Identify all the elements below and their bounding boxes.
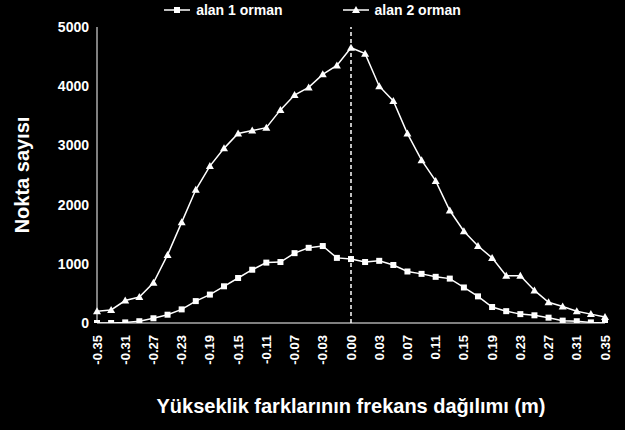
svg-text:0.31: 0.31	[569, 335, 584, 360]
html-text:alan 2 orman: alan 2 orman	[374, 2, 461, 18]
svg-text:-0.35: -0.35	[90, 335, 105, 365]
svg-text:0: 0	[81, 315, 89, 331]
svg-text:-0.19: -0.19	[202, 335, 217, 365]
svg-text:0.00: 0.00	[344, 335, 359, 360]
svg-text:-0.11: -0.11	[259, 335, 274, 364]
svg-text:-0.07: -0.07	[287, 335, 302, 365]
svg-text:-0.27: -0.27	[146, 335, 161, 365]
html-text:Nokta sayısı: Nokta sayısı	[10, 116, 33, 234]
svg-text:0.19: 0.19	[485, 335, 500, 360]
svg-text:-0.23: -0.23	[174, 335, 189, 365]
svg-text:0.27: 0.27	[541, 335, 556, 360]
svg-text:0.35: 0.35	[598, 335, 613, 360]
svg-text:-0.31: -0.31	[118, 335, 133, 365]
svg-text:0.07: 0.07	[400, 335, 415, 360]
svg-text:1000: 1000	[58, 256, 89, 272]
svg-text:0.15: 0.15	[456, 335, 471, 360]
svg-text:5000: 5000	[58, 19, 89, 35]
svg-text:2000: 2000	[58, 197, 89, 213]
svg-text:4000: 4000	[58, 78, 89, 94]
svg-text:3000: 3000	[58, 137, 89, 153]
html-text:Yükseklik farklarının frekans: Yükseklik farklarının frekans dağılımı (…	[156, 395, 546, 417]
svg-text:-0.03: -0.03	[315, 335, 330, 365]
svg-text:-0.15: -0.15	[231, 335, 246, 365]
svg-text:0.03: 0.03	[372, 335, 387, 360]
svg-text:0.23: 0.23	[513, 335, 528, 360]
svg-text:0.11: 0.11	[428, 335, 443, 360]
html-text:alan 1 orman: alan 1 orman	[196, 2, 283, 18]
